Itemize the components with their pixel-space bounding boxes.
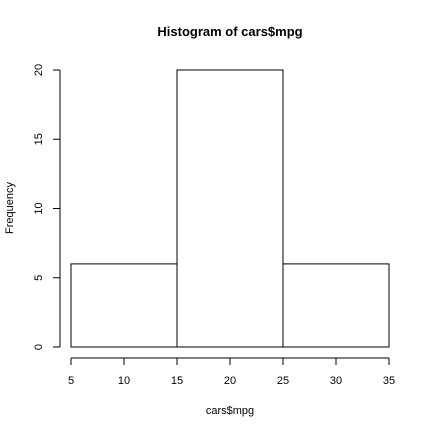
x-tick-label: 5: [68, 375, 74, 387]
x-tick-label: 35: [383, 375, 395, 387]
x-tick-label: 20: [224, 375, 236, 387]
bars-group: [70, 69, 390, 348]
y-tick-label: 20: [33, 64, 45, 76]
x-axis-label: cars$mpg: [206, 405, 254, 417]
y-axis: 0 5 10 15 20: [33, 64, 61, 350]
x-tick-label: 25: [277, 375, 289, 387]
histogram-bar-3: [282, 263, 390, 348]
x-tick-label: 15: [171, 375, 183, 387]
y-tick-label: 15: [33, 133, 45, 145]
x-tick-label: 10: [118, 375, 130, 387]
x-axis: 5 10 15 20 25 30 35: [68, 357, 395, 387]
y-tick-label: 5: [33, 275, 45, 281]
y-tick-label: 10: [33, 202, 45, 214]
histogram-bar-2: [176, 69, 284, 348]
chart-title: Histogram of cars$mpg: [157, 24, 302, 39]
histogram-bar-1: [70, 263, 178, 348]
y-axis-label: Frequency: [4, 182, 16, 234]
x-tick-label: 30: [330, 375, 342, 387]
y-tick-label: 0: [33, 344, 45, 350]
